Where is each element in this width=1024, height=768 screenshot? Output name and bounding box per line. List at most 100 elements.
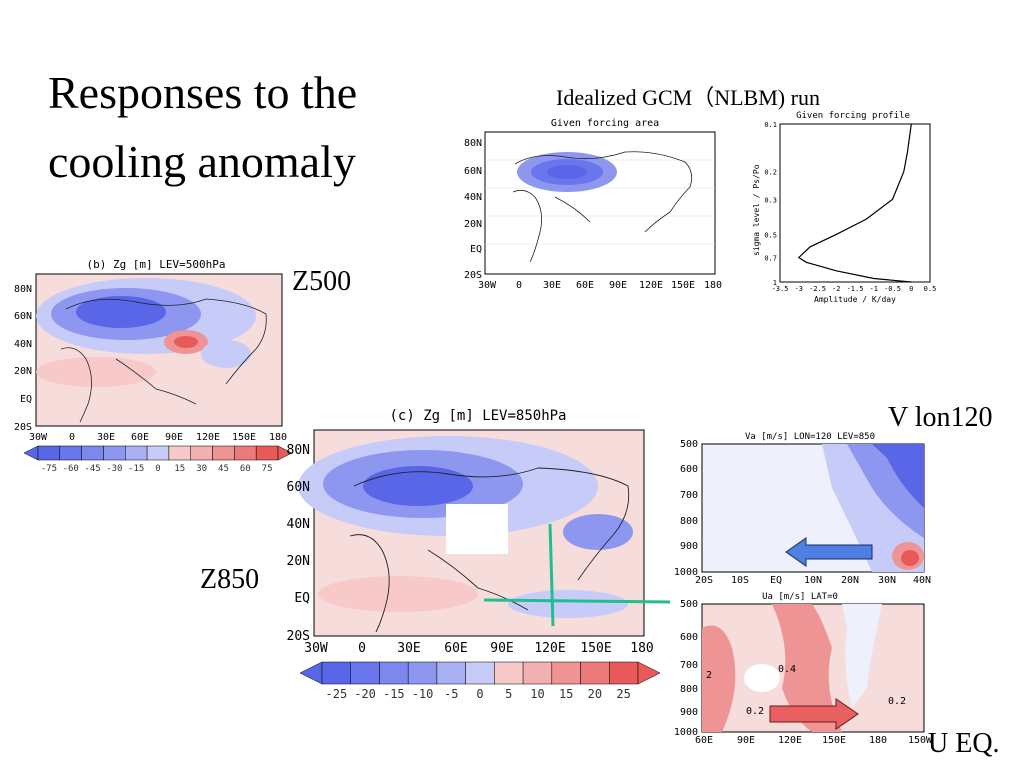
forcing-profile-ylabel: sigma level / Ps/Po bbox=[752, 164, 761, 256]
tick-label: 800 bbox=[680, 684, 698, 695]
tick-label: -1 bbox=[870, 285, 878, 293]
colorbar-swatch bbox=[59, 445, 82, 461]
tick-label: 120E bbox=[196, 432, 220, 443]
tick-label: 90E bbox=[609, 280, 627, 291]
tick-label: 30W bbox=[304, 641, 328, 656]
contour-label: 0.2 bbox=[888, 696, 906, 707]
tick-label: 0.1 bbox=[764, 121, 777, 129]
colorbar-swatch bbox=[125, 445, 148, 461]
tick-label: 60E bbox=[444, 641, 467, 656]
colorbar-swatch bbox=[146, 445, 170, 461]
colorbar-tick-label: 60 bbox=[240, 464, 251, 474]
colorbar-swatch bbox=[37, 445, 61, 461]
colorbar-swatch bbox=[494, 661, 524, 685]
contour-label: 0.4 bbox=[778, 664, 796, 675]
tick-label: EQ bbox=[470, 244, 482, 255]
tick-label: 60E bbox=[131, 432, 149, 443]
coastline bbox=[512, 151, 693, 263]
tick-label: 60N bbox=[464, 166, 482, 177]
colorbar-swatch bbox=[81, 445, 104, 461]
tick-label: 120E bbox=[534, 641, 565, 656]
tick-label: 90E bbox=[490, 641, 513, 656]
z850-lat-ticks: 80N 60N 40N 20N EQ 20S bbox=[287, 443, 311, 644]
tick-label: 120E bbox=[778, 735, 802, 746]
tick-label: EQ bbox=[20, 394, 32, 405]
tick-label: 40N bbox=[14, 339, 32, 350]
colorbar-tick-label: -75 bbox=[41, 464, 57, 474]
colorbar-tick-label: 15 bbox=[559, 687, 573, 701]
forcing-area-frame bbox=[484, 131, 716, 275]
tick-label: 0.3 bbox=[764, 196, 777, 204]
forcing-ellipse bbox=[517, 152, 617, 192]
ua-fields bbox=[702, 604, 882, 732]
forcing-profile-line bbox=[797, 123, 912, 283]
colorbar-tick-label: -15 bbox=[383, 687, 405, 701]
forcing-profile-xlabel: Amplitude / K/day bbox=[814, 295, 896, 304]
colorbar-end-right bbox=[277, 445, 292, 461]
tick-label: 10N bbox=[804, 575, 822, 586]
tick-label: 30E bbox=[97, 432, 115, 443]
u-eq-label: U EQ. bbox=[928, 728, 1000, 759]
colorbar-tick-label: -60 bbox=[63, 464, 79, 474]
z500-label: Z500 bbox=[292, 266, 352, 297]
v-lon120-label: V lon120 bbox=[888, 402, 993, 433]
colorbar-swatch bbox=[436, 661, 466, 685]
tick-label: 700 bbox=[680, 490, 698, 501]
tick-label: 0.2 bbox=[764, 169, 777, 177]
tick-label: -0.5 bbox=[884, 285, 901, 293]
tick-label: 30E bbox=[397, 641, 420, 656]
tick-label: 150E bbox=[580, 641, 611, 656]
tick-label: 20S bbox=[14, 422, 32, 433]
colorbar-swatch bbox=[465, 661, 495, 685]
tick-label: 90E bbox=[165, 432, 183, 443]
tick-label: 150E bbox=[232, 432, 256, 443]
forcing-lat-ticks: 80N 60N 40N 20N EQ 20S bbox=[464, 138, 482, 281]
tick-label: 20N bbox=[464, 219, 482, 230]
tick-label: 0.5 bbox=[924, 285, 937, 293]
z850-anomaly-fields bbox=[298, 436, 633, 618]
colorbar-tick-label: 15 bbox=[174, 464, 185, 474]
tick-label: 1000 bbox=[674, 567, 698, 578]
tick-label: 600 bbox=[680, 632, 698, 643]
tick-label: 700 bbox=[680, 660, 698, 671]
colorbar-tick-label: 75 bbox=[262, 464, 273, 474]
tick-label: 20N bbox=[287, 554, 310, 569]
va-yticks: 500 600 700 800 900 1000 bbox=[674, 439, 698, 578]
colorbar-tick-label: 10 bbox=[530, 687, 544, 701]
ua-contour-labels: 0.4 0.2 0.2 2 bbox=[706, 664, 906, 717]
ua-cross-section-panel: Ua [m/s] LAT=0 0.4 0.2 0.2 2 500 600 700… bbox=[674, 592, 933, 746]
colorbar-tick-label: 25 bbox=[616, 687, 630, 701]
z500-lon-ticks: 30W 0 30E 60E 90E 120E 150E 180 bbox=[29, 432, 287, 443]
tick-label: 500 bbox=[680, 439, 698, 450]
tick-label: 20S bbox=[287, 629, 310, 644]
tick-label: 1 bbox=[773, 279, 777, 287]
colorbar-swatch bbox=[234, 445, 257, 461]
tick-label: 90E bbox=[737, 735, 755, 746]
colorbar-swatch bbox=[212, 445, 235, 461]
ua-panel-title: Ua [m/s] LAT=0 bbox=[762, 592, 838, 602]
ua-yticks: 500 600 700 800 900 1000 bbox=[674, 599, 698, 738]
va-arrow bbox=[785, 537, 873, 567]
slide-title-line1: Responses to the bbox=[48, 67, 358, 118]
va-fields bbox=[822, 444, 924, 572]
tick-label: 180 bbox=[269, 432, 287, 443]
tick-label: 10S bbox=[731, 575, 749, 586]
tick-label: 80N bbox=[287, 443, 310, 458]
colorbar-tick-label: -30 bbox=[106, 464, 122, 474]
colorbar-end-right bbox=[637, 661, 661, 685]
tick-label: 60E bbox=[695, 735, 713, 746]
z850-lon-ticks: 30W 0 30E 60E 90E 120E 150E 180 bbox=[304, 641, 653, 656]
colorbar-tick-label: -25 bbox=[326, 687, 348, 701]
tick-label: -3 bbox=[795, 285, 803, 293]
tick-label: 0.5 bbox=[764, 231, 777, 239]
tick-label: 20S bbox=[695, 575, 713, 586]
z500-colorbar bbox=[23, 445, 292, 461]
slide-title-line2: cooling anomaly bbox=[48, 136, 356, 187]
tick-label: 0.7 bbox=[764, 255, 777, 263]
forcing-profile-title: Given forcing profile bbox=[796, 111, 910, 121]
colorbar-swatch bbox=[407, 661, 438, 685]
contour-label: 2 bbox=[706, 670, 712, 681]
slide-title: Responses to the cooling anomaly bbox=[48, 58, 357, 196]
tick-label: 80N bbox=[14, 284, 32, 295]
colorbar-tick-label: 45 bbox=[218, 464, 229, 474]
